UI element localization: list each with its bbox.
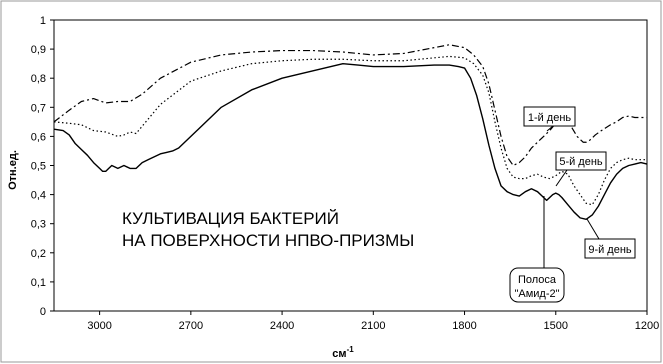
y-tick-label: 0,6 (31, 131, 46, 143)
y-tick-label: 0,3 (31, 219, 46, 231)
callout-day5-leader (555, 169, 568, 187)
callout-day5-box (555, 151, 607, 171)
callout-amide-box (509, 267, 565, 303)
x-axis-title-base: см (332, 348, 346, 360)
callout-day5-label: 5-й день (559, 156, 603, 168)
y-tick-label: 0,5 (31, 161, 46, 173)
y-tick-label: 0,1 (31, 277, 46, 289)
x-tick-label: 1800 (452, 320, 476, 332)
series-line-dashdot (53, 44, 647, 167)
callout-day1-label: 1-й день (528, 112, 572, 124)
x-axis-title-superscript: -1 (347, 345, 355, 354)
main-annotation-line2: НА ПОВЕРХНОСТИ НПВО-ПРИЗМЫ (122, 231, 414, 250)
series-line-dotted (53, 55, 647, 206)
y-tick-label: 0 (40, 306, 46, 318)
x-tick-label: 2700 (179, 320, 203, 332)
y-tick-label: 0,4 (31, 190, 46, 202)
y-axis-title: Отн.ед. (7, 150, 19, 190)
callout-day1-box (523, 106, 576, 127)
callout-day1-leader (546, 125, 554, 132)
y-tick-label: 0,9 (31, 44, 46, 56)
x-axis-ticks: 3000 2700 2400 2100 1800 1500 1200 (87, 311, 659, 332)
series-line-solid (53, 62, 648, 221)
x-tick-label: 3000 (87, 320, 111, 332)
y-tick-label: 1 (40, 15, 46, 27)
x-tick-label: 2100 (361, 320, 385, 332)
x-tick-label: 1200 (635, 320, 659, 332)
y-tick-label: 0,7 (31, 102, 46, 114)
callout-amide-line2: "Амид-2" (514, 288, 559, 300)
callout-day9-leader (586, 218, 600, 240)
series-layer (53, 44, 648, 221)
y-tick-label: 0,8 (31, 73, 46, 85)
x-tick-label: 2400 (270, 320, 294, 332)
callout-day9-label: 9-й день (588, 244, 632, 256)
y-tick-label: 0,2 (31, 248, 46, 260)
y-axis-ticks: 0 0,1 0,2 0,3 0,4 0,5 0,6 0,7 0,8 0,9 1 (31, 15, 54, 318)
callout-day9-box (584, 238, 636, 259)
x-tick-label: 1500 (544, 320, 568, 332)
x-axis-title: см-1 (332, 345, 354, 360)
main-annotation-line1: КУЛЬТИВАЦИЯ БАКТЕРИЙ (122, 209, 339, 228)
callout-amide-line1: Полоса (518, 274, 557, 286)
